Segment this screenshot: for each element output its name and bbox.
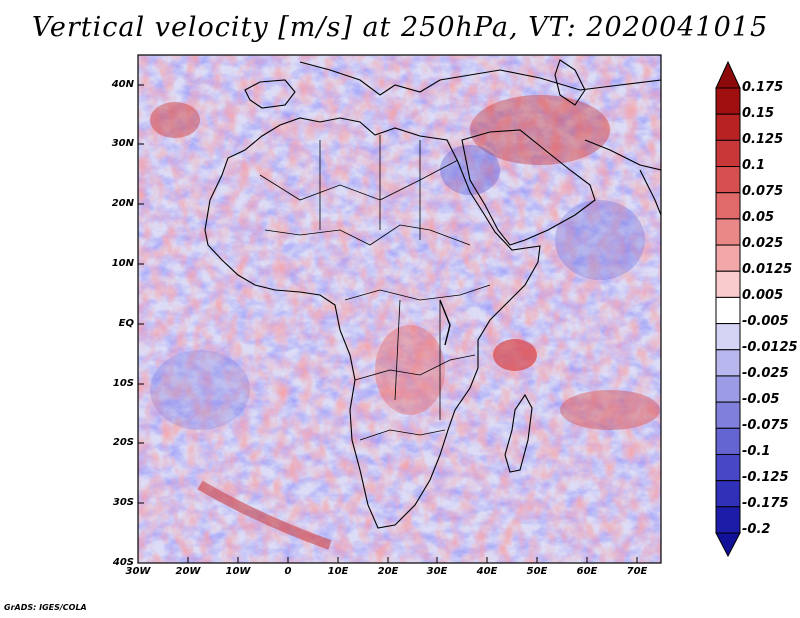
colorbar-swatch (715, 270, 741, 298)
lon-label: 60E (576, 566, 598, 577)
colorbar-top-arrow (715, 60, 741, 89)
colorbar-swatch (715, 218, 741, 246)
colorbar-swatch (715, 166, 741, 194)
vertical-velocity-field (138, 55, 661, 563)
colorbar-bottom-arrow (715, 532, 741, 558)
colorbar-level-label: -0.025 (742, 366, 789, 381)
colorbar-level-label: 0.0125 (742, 262, 793, 277)
lat-label: 30S (112, 497, 134, 508)
lon-label: 70E (626, 566, 648, 577)
colorbar-swatch (715, 480, 741, 508)
colorbar-level-label: 0.005 (742, 288, 784, 303)
colorbar-swatch (715, 453, 741, 482)
colorbar-level-label: -0.175 (742, 496, 789, 511)
colorbar-level-label: 0.025 (742, 236, 784, 251)
axis-ticks (137, 84, 638, 564)
colorbar-swatch (715, 113, 741, 141)
colorbar-level-label: 0.125 (742, 132, 784, 147)
lat-label: 40S (112, 557, 134, 568)
colorbar-swatch (715, 139, 741, 168)
lat-label: 30N (111, 138, 134, 149)
lat-label: EQ (118, 318, 134, 329)
colorbar-level-label: -0.05 (742, 392, 780, 407)
lon-label: 10W (225, 566, 251, 577)
colorbar-swatch (715, 87, 741, 115)
colorbar-swatch (715, 401, 741, 429)
lat-label: 20N (111, 198, 134, 209)
lon-label: 10E (327, 566, 349, 577)
lon-label: 20W (175, 566, 201, 577)
colorbar-swatch (715, 192, 741, 220)
lon-label: 30W (125, 566, 151, 577)
lon-label: 0 (284, 566, 292, 577)
plot-frame (137, 54, 662, 564)
colorbar-level-label: 0.175 (742, 80, 784, 95)
map-title: Vertical velocity [m/s] at 250hPa, VT: 2… (31, 12, 769, 43)
colorbar-swatch (715, 375, 741, 403)
colorbar-level-label: 0.1 (742, 158, 766, 173)
colorbar-level-label: -0.125 (742, 470, 789, 485)
lat-label: 10N (111, 258, 134, 269)
colorbar-level-label: -0.005 (742, 314, 789, 329)
lat-label: 20S (112, 437, 134, 448)
lon-label: 30E (426, 566, 448, 577)
lat-label: 10S (112, 378, 134, 389)
colorbar-level-label: 0.15 (742, 106, 775, 121)
colorbar-swatch (715, 506, 741, 534)
colorbar-swatch (715, 323, 741, 351)
colorbar-level-label: 0.075 (742, 184, 784, 199)
colorbar (715, 60, 741, 558)
lat-label: 40N (111, 79, 134, 90)
footer-credit: GrADS: IGES/COLA (4, 603, 87, 612)
lon-label: 50E (526, 566, 548, 577)
colorbar-swatch (715, 349, 741, 377)
colorbar-level-label: -0.1 (742, 444, 771, 459)
coastlines (204, 59, 661, 529)
lon-label: 40E (476, 566, 498, 577)
colorbar-swatch (715, 244, 741, 272)
colorbar-level-label: -0.075 (742, 418, 789, 433)
colorbar-swatch (715, 427, 741, 455)
colorbar-level-label: -0.0125 (742, 340, 798, 355)
colorbar-level-label: 0.05 (742, 210, 775, 225)
colorbar-level-label: -0.2 (742, 522, 771, 537)
lon-label: 20E (377, 566, 399, 577)
colorbar-swatch (715, 296, 741, 325)
